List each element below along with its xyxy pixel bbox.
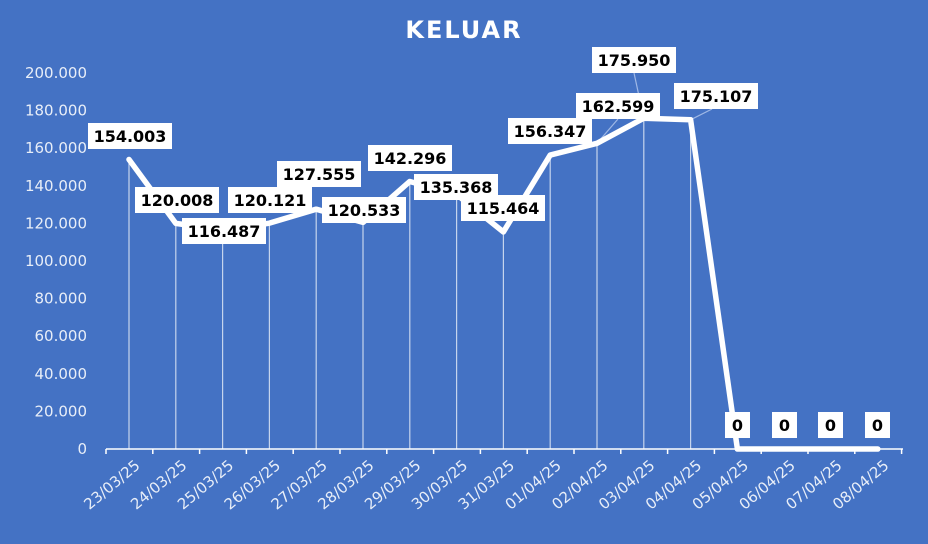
data-label-text: 0	[732, 416, 743, 435]
data-label-text: 142.296	[374, 149, 447, 168]
y-tick-label: 40.000	[35, 365, 88, 383]
data-label-box	[772, 412, 797, 438]
data-label-text: 0	[872, 416, 883, 435]
data-label-text: 115.464	[467, 199, 540, 218]
y-tick-label: 0	[77, 440, 87, 458]
data-label-box	[322, 197, 406, 223]
data-label-text: 175.950	[598, 51, 671, 70]
data-label: 0	[725, 412, 750, 438]
data-label-box	[818, 412, 843, 438]
data-label-box	[865, 412, 890, 438]
y-tick-label: 140.000	[25, 177, 87, 195]
data-label: 175.950	[592, 47, 676, 73]
data-labels: 154.003 120.008 116.487 120.121 127.555 120.5…	[88, 47, 890, 438]
data-label-text: 120.121	[234, 191, 307, 210]
data-label: 127.555	[277, 161, 361, 187]
data-label: 120.533	[322, 197, 406, 223]
y-tick-label: 200.000	[25, 64, 87, 82]
y-axis: 0 20.000 40.000 60.000 80.000 100.000 120.000 1…	[25, 64, 87, 458]
data-label-box	[182, 218, 266, 244]
data-label-box	[277, 161, 361, 187]
data-label-text: 154.003	[94, 127, 167, 146]
data-label: 0	[772, 412, 797, 438]
drop-lines	[128, 118, 692, 449]
y-tick-label: 160.000	[25, 139, 87, 157]
data-label-box	[368, 145, 452, 171]
data-label: 116.487	[182, 218, 266, 244]
data-label-text: 120.533	[328, 201, 401, 220]
data-label: 0	[818, 412, 843, 438]
y-tick-label: 100.000	[25, 252, 87, 270]
y-tick-label: 60.000	[35, 327, 88, 345]
data-label-box	[228, 187, 312, 213]
x-axis: 23/03/2524/03/2525/03/2526/03/2527/03/25…	[80, 448, 903, 513]
data-label-text: 162.599	[582, 97, 655, 116]
data-label: 115.464	[461, 195, 545, 221]
chart-title: KELUAR	[405, 16, 523, 44]
data-label-box	[135, 187, 219, 213]
data-label: 120.008	[135, 187, 219, 213]
data-label-text: 116.487	[188, 222, 261, 241]
data-label-text: 135.368	[420, 178, 493, 197]
data-label: 142.296	[368, 145, 452, 171]
data-label-text: 156.347	[514, 122, 587, 141]
leader-line	[690, 108, 713, 121]
data-label-text: 0	[779, 416, 790, 435]
data-label: 154.003	[88, 123, 172, 149]
data-label-box	[508, 118, 592, 144]
data-label: 175.107	[674, 83, 758, 109]
data-label-box	[461, 195, 545, 221]
data-label: 156.347	[508, 118, 592, 144]
data-label: 162.599	[576, 93, 660, 119]
data-label-box	[592, 47, 676, 73]
data-label: 0	[865, 412, 890, 438]
data-label-text: 175.107	[680, 87, 753, 106]
y-tick-label: 20.000	[35, 402, 88, 420]
data-label-box	[725, 412, 750, 438]
data-label: 120.121	[228, 187, 312, 213]
data-label-text: 120.008	[141, 191, 214, 210]
y-tick-label: 120.000	[25, 214, 87, 232]
data-label-text: 127.555	[283, 165, 356, 184]
data-label-box	[576, 93, 660, 119]
y-tick-label: 180.000	[25, 102, 87, 120]
data-label-box	[88, 123, 172, 149]
data-label-text: 0	[825, 416, 836, 435]
y-tick-label: 80.000	[35, 290, 88, 308]
data-label-box	[674, 83, 758, 109]
